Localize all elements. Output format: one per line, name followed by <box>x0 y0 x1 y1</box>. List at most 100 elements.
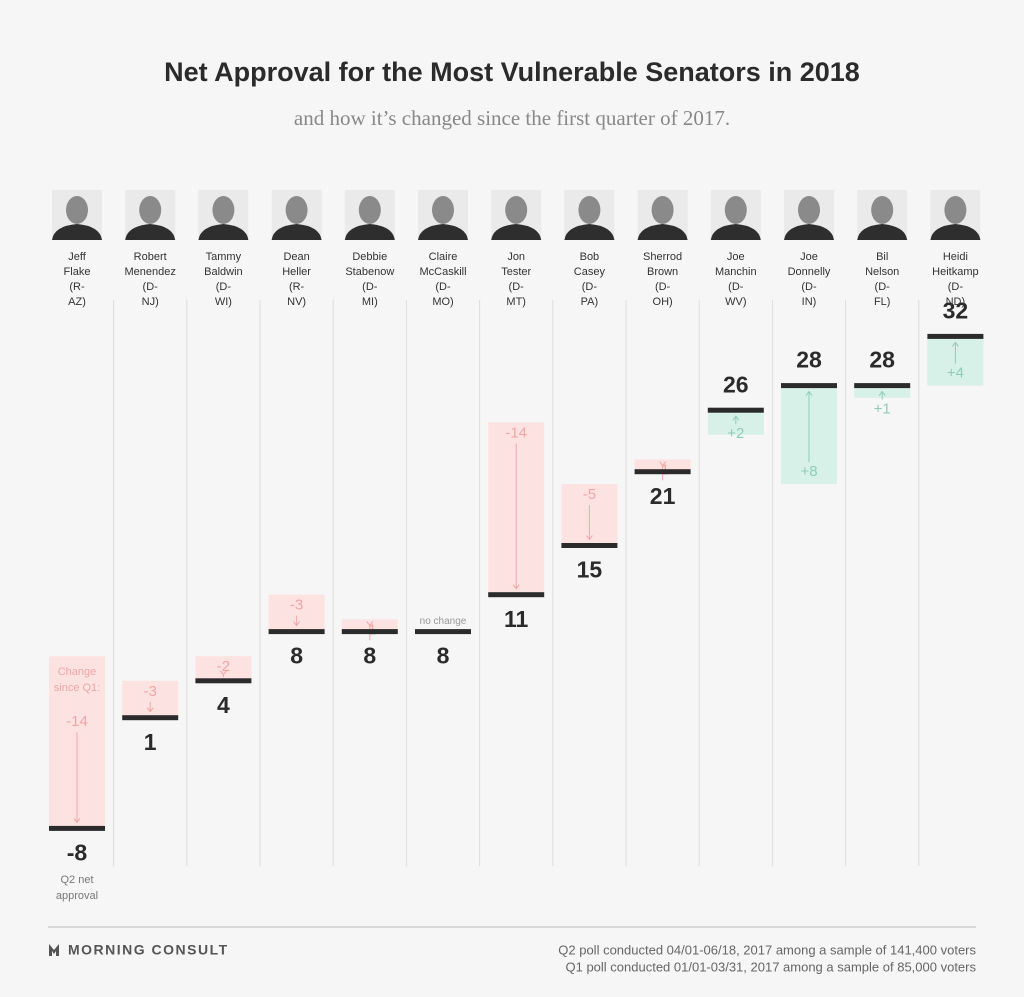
source-logo: MORNING CONSULT <box>68 942 229 958</box>
q2-marker <box>561 543 618 548</box>
change-label: -2 <box>217 658 230 675</box>
senator-name: Sherrod Brown <box>643 251 683 278</box>
portrait <box>344 224 395 240</box>
q2-marker <box>707 407 764 413</box>
senator-party: (D-FL) <box>873 281 891 308</box>
senator-name: Heidi Heitkamp <box>932 251 979 278</box>
arrow-head <box>293 621 301 627</box>
arrow-head <box>219 670 227 676</box>
portrait <box>798 196 820 224</box>
value-label: 32 <box>943 297 969 323</box>
legend-label: Q2 net approval <box>55 874 99 903</box>
arrow-head <box>512 584 520 590</box>
senator-name: Bob Casey <box>573 251 605 278</box>
senator-name: Tammy Baldwin <box>204 251 243 278</box>
portrait <box>52 224 102 240</box>
portrait <box>491 224 542 240</box>
portrait <box>784 224 834 240</box>
value-label: 28 <box>796 347 822 373</box>
portrait <box>285 196 308 224</box>
senator-name: Jon Tester <box>501 251 532 278</box>
portrait <box>358 196 381 224</box>
portrait <box>432 196 454 224</box>
portrait <box>871 196 894 224</box>
portrait <box>418 224 468 240</box>
portrait <box>578 196 601 224</box>
arrow-head <box>146 707 154 713</box>
senator-party: (D-MI) <box>361 281 378 308</box>
change-label: +4 <box>947 365 964 382</box>
senator-party: (D-WI) <box>214 281 232 308</box>
portrait <box>139 196 162 224</box>
portrait <box>651 196 674 224</box>
q2-marker <box>122 715 179 721</box>
q2-marker <box>634 469 691 475</box>
change-label: -3 <box>144 683 157 700</box>
senator-party: (R-NV) <box>287 281 307 308</box>
q2-marker <box>341 629 398 635</box>
portrait <box>505 196 528 224</box>
senator-party: (D-NJ) <box>141 281 159 308</box>
senator-name: Bil Nelson <box>865 251 900 278</box>
value-label: 8 <box>437 643 450 669</box>
footnote: Q1 poll conducted 01/01-03/31, 2017 amon… <box>565 959 976 974</box>
senator-party: (R-AZ) <box>68 281 86 308</box>
legend-label: Change since Q1: <box>53 666 101 695</box>
portrait <box>944 196 967 224</box>
portrait <box>198 224 249 240</box>
arrow-head <box>586 535 593 541</box>
change-label: no change <box>420 616 467 627</box>
senator-name: Joe Manchin <box>715 251 757 278</box>
q2-marker <box>781 383 837 389</box>
senator-party: (D-IN) <box>801 281 817 308</box>
arrow-head <box>73 818 81 824</box>
footnote: Q2 poll conducted 04/01-06/18, 2017 amon… <box>558 942 976 957</box>
q2-marker <box>415 629 471 635</box>
change-label: +2 <box>727 425 744 442</box>
change-label: -5 <box>583 486 596 503</box>
value-label: 8 <box>363 643 376 669</box>
change-label: +1 <box>874 401 891 418</box>
arrow-head <box>366 621 374 627</box>
portrait <box>637 224 688 240</box>
value-label: 11 <box>504 606 529 632</box>
senator-party: (D-MO) <box>432 281 454 308</box>
senator-name: Jeff Flake <box>63 251 91 278</box>
portrait <box>212 196 235 224</box>
arrow-head <box>952 341 959 347</box>
portrait <box>724 196 747 224</box>
senator-name: Debbie Stabenow <box>345 251 395 278</box>
value-label: 15 <box>577 557 603 583</box>
portrait <box>710 224 761 240</box>
portrait <box>564 224 615 240</box>
senator-party: (D-WV) <box>725 281 747 308</box>
arrow-head <box>659 461 666 467</box>
arrow-head <box>732 415 740 421</box>
senator-party: (D-OH) <box>652 281 673 308</box>
logo-icon <box>49 944 59 956</box>
senator-party: (D-MT) <box>506 281 526 308</box>
portrait <box>66 196 88 224</box>
change-label: -14 <box>66 713 88 730</box>
q2-marker <box>488 592 545 598</box>
arrow-head <box>878 390 886 396</box>
value-label: 26 <box>723 371 749 397</box>
senator-name: Dean Heller <box>282 251 311 278</box>
q2-marker <box>927 333 984 339</box>
value-label: -8 <box>67 839 88 865</box>
senator-party: (D-ND) <box>945 281 966 308</box>
senator-name: Joe Donnelly <box>787 251 831 278</box>
portrait <box>125 224 176 240</box>
portrait <box>930 224 981 240</box>
senator-name: Robert Menendez <box>124 251 176 278</box>
change-label: -3 <box>290 597 303 614</box>
senator-party: (D-PA) <box>580 281 599 308</box>
q2-marker <box>195 678 252 684</box>
value-label: 4 <box>217 692 230 718</box>
q2-marker <box>854 383 911 389</box>
senator-name: Claire McCaskill <box>419 251 467 278</box>
value-label: 1 <box>144 729 157 755</box>
portrait <box>857 224 908 240</box>
